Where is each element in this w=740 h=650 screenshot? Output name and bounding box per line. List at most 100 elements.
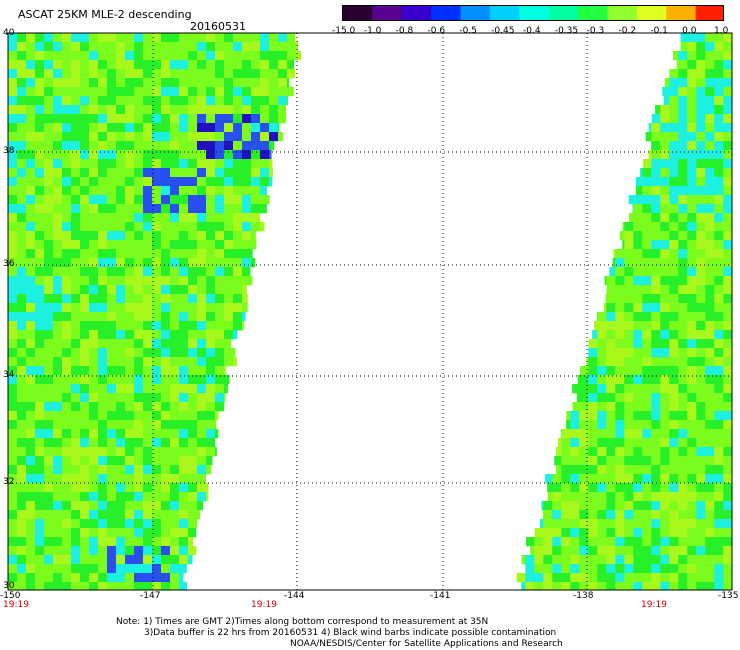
swath-cell bbox=[723, 528, 733, 538]
swath-cell bbox=[125, 483, 135, 493]
swath-cell bbox=[206, 366, 216, 376]
swath-cell bbox=[579, 465, 589, 475]
swath-cell bbox=[80, 573, 90, 583]
swath-cell bbox=[170, 465, 180, 475]
swath-cell bbox=[660, 366, 670, 376]
swath-cell bbox=[170, 60, 180, 70]
swath-cell bbox=[633, 204, 643, 214]
swath-cell bbox=[660, 285, 670, 295]
swath-cell bbox=[269, 177, 273, 187]
swath-cell bbox=[107, 276, 117, 286]
swath-cell bbox=[71, 249, 81, 259]
swath-cell bbox=[552, 555, 562, 565]
swath-cell bbox=[723, 474, 733, 484]
swath-cell bbox=[125, 474, 135, 484]
swath-cell bbox=[53, 339, 63, 349]
swath-cell bbox=[125, 501, 135, 511]
swath-cell bbox=[696, 384, 706, 394]
swath-cell bbox=[188, 357, 198, 367]
swath-cell bbox=[579, 429, 589, 439]
swath-cell bbox=[26, 195, 36, 205]
swath-cell bbox=[188, 429, 198, 439]
swath-cell bbox=[678, 528, 688, 538]
swath-cell bbox=[89, 348, 99, 358]
swath-cell bbox=[687, 456, 697, 466]
swath-cell bbox=[642, 447, 652, 457]
swath-cell bbox=[233, 303, 243, 313]
swath-cell bbox=[233, 33, 243, 43]
swath-cell bbox=[35, 465, 45, 475]
swath-cell bbox=[161, 123, 171, 133]
swath-cell bbox=[669, 132, 679, 142]
swath-cell bbox=[179, 429, 189, 439]
swath-cell bbox=[242, 123, 252, 133]
swath-cell bbox=[197, 366, 207, 376]
swath-cell bbox=[669, 312, 679, 322]
swath-cell bbox=[597, 501, 607, 511]
swath-cell bbox=[8, 123, 18, 133]
swath-cell bbox=[206, 168, 216, 178]
swath-cell bbox=[651, 213, 661, 223]
swath-cell bbox=[8, 159, 18, 169]
swath-cell bbox=[278, 132, 284, 142]
swath-cell bbox=[669, 321, 679, 331]
swath-cell bbox=[696, 375, 706, 385]
swath-cell bbox=[660, 393, 670, 403]
swath-cell bbox=[260, 159, 270, 169]
swath-cell bbox=[660, 105, 670, 115]
swath-cell bbox=[161, 240, 171, 250]
swath-cell bbox=[635, 177, 643, 187]
swath-cell bbox=[579, 483, 589, 493]
swath-cell bbox=[723, 114, 733, 124]
swath-cell bbox=[80, 564, 90, 574]
swath-cell bbox=[696, 402, 706, 412]
swath-cell bbox=[696, 96, 706, 106]
swath-cell bbox=[687, 546, 697, 556]
swath-cell bbox=[579, 564, 589, 574]
swath-cell bbox=[53, 402, 63, 412]
swath-cell bbox=[170, 375, 180, 385]
swath-cell bbox=[134, 204, 144, 214]
swath-cell bbox=[696, 303, 706, 313]
colorbar-segment bbox=[519, 6, 550, 20]
swath-cell bbox=[570, 447, 580, 457]
swath-cell bbox=[62, 375, 72, 385]
swath-cell bbox=[71, 186, 81, 196]
swath-cell bbox=[543, 582, 553, 591]
swath-cell bbox=[143, 402, 153, 412]
swath-cell bbox=[44, 42, 54, 52]
swath-cell bbox=[62, 222, 72, 232]
swath-cell bbox=[723, 267, 733, 277]
swath-cell bbox=[143, 438, 153, 448]
swath-cell bbox=[8, 474, 18, 484]
swath-cell bbox=[242, 51, 252, 61]
swath-cell bbox=[179, 348, 189, 358]
swath-cell bbox=[570, 519, 580, 529]
swath-cell bbox=[624, 510, 634, 520]
swath-cell bbox=[71, 159, 81, 169]
swath-cell bbox=[206, 492, 209, 502]
swath-cell bbox=[687, 312, 697, 322]
swath-cell bbox=[44, 321, 54, 331]
swath-cell bbox=[89, 357, 99, 367]
swath-cell bbox=[269, 141, 275, 151]
swath-cell bbox=[606, 564, 616, 574]
swath-cell bbox=[723, 285, 733, 295]
swath-cell bbox=[161, 339, 171, 349]
swath-cell bbox=[215, 195, 225, 205]
swath-cell bbox=[8, 528, 18, 538]
swath-cell bbox=[62, 348, 72, 358]
swath-cell bbox=[143, 537, 153, 547]
swath-cell bbox=[26, 357, 36, 367]
swath-cell bbox=[188, 285, 198, 295]
swath-cell bbox=[80, 366, 90, 376]
swath-cell bbox=[53, 330, 63, 340]
swath-cell bbox=[8, 375, 18, 385]
swath-cell bbox=[723, 321, 733, 331]
swath-cell bbox=[62, 168, 72, 178]
swath-cell bbox=[597, 420, 607, 430]
swath-cell bbox=[705, 357, 715, 367]
swath-cell bbox=[143, 105, 153, 115]
swath-cell bbox=[170, 420, 180, 430]
swath-cell bbox=[35, 483, 45, 493]
